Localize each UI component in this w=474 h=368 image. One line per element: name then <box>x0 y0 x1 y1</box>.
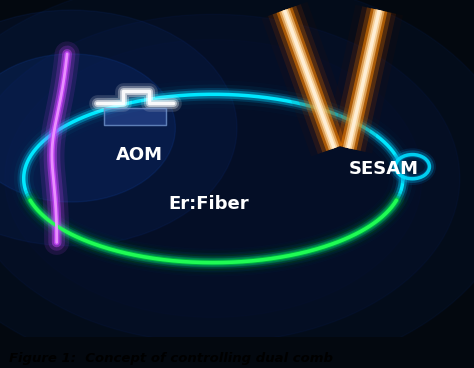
Text: Er:Fiber: Er:Fiber <box>168 195 249 213</box>
Text: Figure 1:  Concept of controlling dual comb: Figure 1: Concept of controlling dual co… <box>9 353 334 365</box>
Polygon shape <box>104 108 166 125</box>
Circle shape <box>0 54 175 202</box>
Text: SESAM: SESAM <box>348 160 419 178</box>
Circle shape <box>0 10 237 246</box>
Ellipse shape <box>5 40 422 317</box>
Ellipse shape <box>0 14 460 343</box>
Text: AOM: AOM <box>116 146 163 164</box>
Circle shape <box>396 155 429 178</box>
